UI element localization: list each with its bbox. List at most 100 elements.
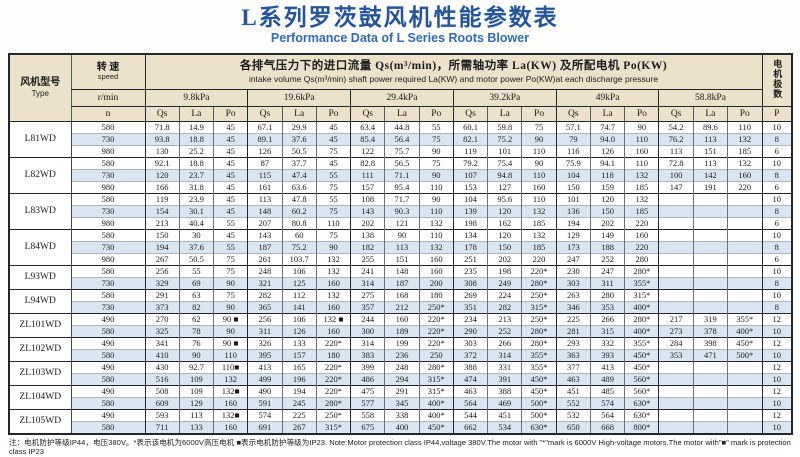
data-cell: 55	[315, 168, 351, 182]
data-cell: 365	[247, 300, 283, 314]
data-cell: 109	[178, 372, 214, 386]
data-cell: 160	[727, 168, 762, 182]
speed-label-cn: 转 速	[96, 62, 120, 74]
data-cell: 471	[692, 348, 728, 362]
data-cell: 321	[247, 276, 283, 290]
data-cell: 250*	[521, 312, 557, 326]
data-cell: 315*	[418, 372, 454, 386]
data-cell: 30.1	[178, 204, 214, 218]
header-la: La	[281, 106, 317, 122]
data-cell	[727, 264, 762, 278]
data-cell	[658, 264, 694, 278]
data-cell: 400*	[418, 396, 454, 410]
data-cell: 450*	[624, 348, 659, 362]
data-cell: 280*	[315, 396, 351, 410]
data-cell: 185	[624, 204, 659, 218]
data-cell: 151	[384, 252, 420, 266]
data-cell: 150	[144, 228, 180, 242]
data-cell: 353	[589, 300, 625, 314]
table-row: L94WD 580 291 63 75 282 112 132 275 168 180 269 224 2…	[9, 288, 792, 314]
model-cell: L81WD	[9, 120, 71, 158]
data-cell: 800*	[624, 420, 659, 434]
data-cell: 45	[213, 120, 248, 134]
data-cell: 220*	[418, 336, 454, 350]
data-cell: 100	[658, 168, 694, 182]
data-cell: 160	[315, 300, 351, 314]
data-cell: 94.1	[589, 156, 625, 170]
data-cell	[692, 372, 728, 386]
data-cell: 107	[452, 168, 488, 182]
data-cell: 110	[727, 120, 762, 134]
data-cell: 325	[144, 324, 180, 338]
data-cell: 90.3	[384, 204, 420, 218]
data-cell: 110	[624, 132, 659, 146]
data-cell: 94.0	[589, 132, 625, 146]
data-cell: 90	[418, 168, 454, 182]
data-cell: 101	[555, 192, 591, 206]
header-pressure-5: 49kPa	[555, 89, 659, 107]
data-cell: 388	[452, 360, 488, 374]
data-cell: 89.6	[692, 120, 728, 134]
speed-cell: 490	[70, 360, 145, 374]
data-cell: 55	[213, 240, 248, 254]
data-cell: 93.8	[144, 132, 180, 146]
data-cell: 220*	[315, 336, 351, 350]
data-cell: 303	[555, 276, 591, 290]
data-cell: 150	[589, 204, 625, 218]
data-cell: 92.1	[144, 156, 180, 170]
data-cell: 113	[692, 132, 728, 146]
data-cell: 220*	[418, 312, 454, 326]
data-cell: 90	[521, 132, 557, 146]
data-cell: 75.9	[555, 156, 591, 170]
data-cell: 319	[692, 312, 728, 326]
poles-cell: 8	[761, 132, 792, 146]
data-cell: 173	[555, 240, 591, 254]
data-cell: 132	[624, 168, 659, 182]
data-cell: 249	[487, 276, 522, 290]
data-cell: 266	[589, 312, 625, 326]
data-cell: 55	[315, 192, 351, 206]
data-cell: 143	[350, 204, 385, 218]
data-cell	[658, 360, 694, 374]
data-cell: 668	[589, 420, 625, 434]
data-cell	[692, 228, 728, 242]
data-cell: 110	[521, 192, 557, 206]
data-cell: 500*	[727, 348, 762, 362]
poles-cell: 8	[761, 240, 792, 254]
data-cell: 345	[384, 396, 420, 410]
data-cell	[727, 384, 762, 398]
data-cell: 104	[555, 168, 591, 182]
data-cell: 675	[350, 420, 385, 434]
header-po: Po	[418, 106, 454, 122]
data-cell: 161	[247, 180, 283, 194]
data-cell: 463	[452, 384, 488, 398]
data-cell: 134	[452, 228, 488, 242]
data-cell: 60.2	[281, 204, 317, 218]
header-p: P	[761, 106, 792, 122]
data-cell: 250*	[315, 408, 351, 422]
data-cell: 355*	[521, 360, 557, 374]
data-cell: 293	[555, 336, 591, 350]
header-la: La	[487, 106, 522, 122]
poles-cell: 6	[761, 252, 792, 266]
data-cell: 400*	[727, 324, 762, 338]
header-qs: Qs	[555, 106, 591, 122]
data-cell: 76.2	[658, 132, 694, 146]
data-cell: 560*	[624, 372, 659, 386]
data-cell: 400	[384, 420, 420, 434]
data-cell: 250*	[521, 288, 557, 302]
header-po: Po	[624, 106, 659, 122]
data-cell: 148	[247, 204, 283, 218]
data-cell: 126	[281, 324, 317, 338]
data-cell: 451	[487, 408, 522, 422]
data-cell: 395	[247, 348, 283, 362]
data-cell: 55	[418, 120, 454, 134]
data-cell: 139	[452, 204, 488, 218]
data-cell: 45	[213, 156, 248, 170]
poles-cell: 10	[761, 156, 792, 170]
data-cell	[692, 264, 728, 278]
data-cell: 89.1	[247, 132, 283, 146]
data-cell: 37.6	[281, 132, 317, 146]
poles-cell: 12	[761, 336, 792, 350]
poles-cell: 10	[761, 348, 792, 362]
